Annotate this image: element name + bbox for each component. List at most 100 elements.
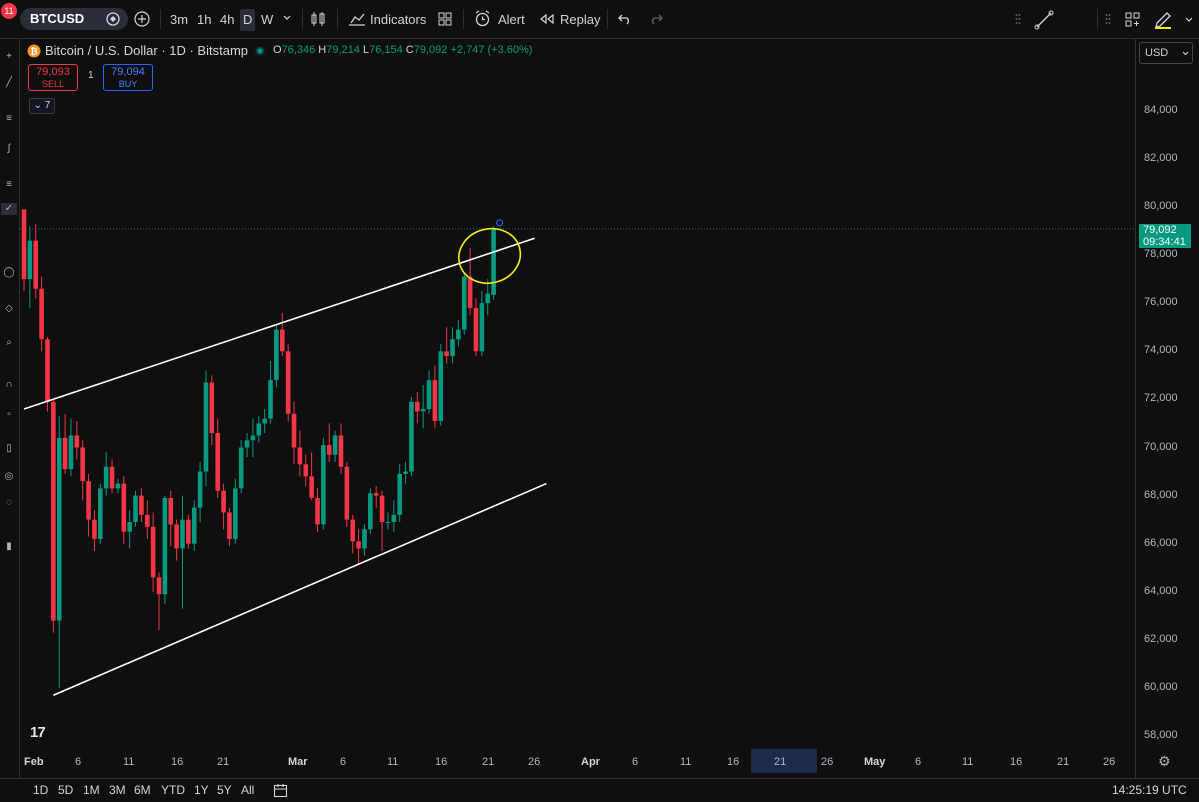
layout-grid-icon[interactable]: [1125, 12, 1140, 27]
range-1y[interactable]: 1Y: [194, 783, 209, 797]
ohlc-values: O76,346 H79,214 L76,154 C79,092 +2,747 (…: [273, 44, 532, 56]
compare-icon[interactable]: [106, 12, 120, 26]
trendline-lower-channel: [53, 482, 547, 696]
layers-icon[interactable]: ◌: [6, 497, 12, 508]
text-icon[interactable]: ≡: [6, 179, 12, 190]
range-ytd[interactable]: YTD: [161, 783, 185, 797]
candle: [332, 435, 338, 455]
crosshair-icon[interactable]: +: [6, 51, 12, 62]
indicators-icon[interactable]: [348, 11, 366, 27]
sell-button[interactable]: 79,093 SELL: [28, 64, 78, 91]
range-3m[interactable]: 3M: [109, 783, 126, 797]
interval-1h[interactable]: 1h: [197, 12, 212, 27]
price-tick: 62,000: [1144, 632, 1178, 645]
candle: [456, 329, 461, 340]
candle: [373, 493, 379, 496]
eye-icon[interactable]: ▯: [6, 443, 12, 454]
currency-selector[interactable]: USD: [1139, 42, 1193, 64]
time-axis-highlight: [751, 749, 817, 773]
buy-button[interactable]: 79,094 BUY: [103, 64, 153, 91]
buy-label: BUY: [118, 79, 138, 89]
time-tick: 21: [774, 756, 787, 768]
indicators-toggle[interactable]: ⌄ 7: [29, 98, 55, 114]
interval-3m[interactable]: 3m: [170, 12, 189, 27]
ruler-icon[interactable]: ◇: [5, 303, 13, 314]
utc-clock[interactable]: 14:25:19 UTC: [1112, 783, 1187, 797]
templates-icon[interactable]: [438, 12, 452, 26]
notification-badge[interactable]: 11: [1, 3, 17, 19]
alarm-clock-icon[interactable]: [474, 10, 491, 27]
symbol-search[interactable]: BTCUSD: [20, 8, 128, 30]
candle: [403, 471, 408, 474]
candle: [391, 514, 397, 523]
fib-icon[interactable]: ≡: [6, 113, 12, 124]
candle: [121, 483, 127, 532]
price-tick: 74,000: [1144, 344, 1178, 357]
candle: [227, 512, 232, 539]
interval-4h[interactable]: 4h: [220, 12, 235, 27]
separator: [160, 9, 161, 29]
candle: [385, 522, 391, 524]
tradingview-logo[interactable]: 17: [30, 724, 46, 741]
brush-icon[interactable]: ∫: [7, 143, 11, 154]
candle: [485, 293, 491, 304]
range-5d[interactable]: 5D: [58, 783, 74, 797]
gear-icon[interactable]: ⚙: [1158, 753, 1171, 769]
undo-icon[interactable]: [618, 13, 632, 25]
drag-handle-icon[interactable]: [1015, 13, 1021, 25]
trend-line-tool-icon[interactable]: [1034, 10, 1054, 30]
candle: [68, 435, 74, 470]
candle: [203, 382, 209, 472]
indicators-button[interactable]: Indicators: [370, 12, 427, 27]
range-1m[interactable]: 1M: [83, 783, 100, 797]
indicators-count: 7: [44, 100, 51, 111]
time-tick: 26: [1103, 756, 1116, 768]
zoom-icon[interactable]: ⌕: [6, 337, 12, 348]
magnet-icon[interactable]: ∩: [5, 379, 13, 390]
trend-line-icon[interactable]: ╱: [5, 77, 13, 88]
candles-icon[interactable]: [311, 11, 325, 27]
add-symbol-icon[interactable]: [134, 11, 150, 27]
redo-icon[interactable]: [649, 13, 663, 25]
lock-icon[interactable]: ▫: [7, 409, 11, 420]
candle: [115, 483, 121, 489]
drag-handle-icon[interactable]: [1105, 13, 1111, 25]
pattern-icon[interactable]: ✓: [1, 203, 17, 215]
replay-button[interactable]: Replay: [560, 12, 601, 27]
alert-button[interactable]: Alert: [498, 12, 525, 27]
interval-d[interactable]: D: [240, 9, 256, 31]
separator: [607, 9, 608, 29]
range-6m[interactable]: 6M: [134, 783, 151, 797]
range-1d[interactable]: 1D: [33, 783, 49, 797]
candle: [98, 488, 103, 539]
close-label: C: [405, 44, 414, 56]
time-tick: 16: [727, 756, 740, 768]
shapes-icon[interactable]: ◯: [3, 267, 15, 278]
time-tick: May: [864, 756, 886, 768]
visibility-icon[interactable]: ◎: [4, 471, 14, 482]
bar-countdown: 09:34:41: [1143, 236, 1186, 248]
price-tick: 66,000: [1144, 536, 1178, 549]
pencil-icon[interactable]: [1154, 9, 1172, 29]
interval-w[interactable]: W: [261, 12, 274, 27]
trash-icon[interactable]: ▮: [6, 541, 12, 552]
chevron-down-icon[interactable]: [1185, 17, 1193, 23]
time-tick: 21: [482, 756, 495, 768]
replay-icon[interactable]: [540, 14, 554, 24]
chevron-down-icon[interactable]: [283, 15, 291, 21]
price-axis[interactable]: 84,000 82,000 80,000 78,000 76,000 74,000 72,0…: [1135, 39, 1199, 779]
candle: [291, 413, 297, 448]
range-5y[interactable]: 5Y: [217, 783, 232, 797]
order-quantity[interactable]: 1: [88, 70, 94, 81]
range-all[interactable]: All: [241, 783, 255, 797]
price-chart[interactable]: [0, 0, 1135, 779]
chevron-down-icon: ⌄: [33, 100, 43, 111]
candle: [186, 519, 191, 544]
top-toolbar: 11 BTCUSD 3m 1h 4h D W Indicators Alert …: [0, 0, 1199, 39]
candle: [420, 409, 426, 412]
currency-label: USD: [1145, 47, 1169, 59]
candle: [51, 401, 56, 621]
calendar-range-icon[interactable]: [273, 783, 288, 798]
annotation-circle: [458, 227, 522, 284]
candle: [39, 288, 44, 340]
